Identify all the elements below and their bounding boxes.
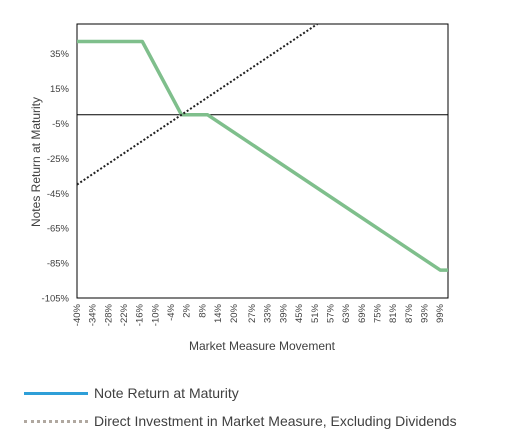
y-axis-title: Notes Return at Maturity [29, 97, 43, 227]
y-tick-label: 15% [50, 84, 70, 95]
x-tick-label: 45% [294, 303, 305, 323]
series-note-return-line [77, 39, 448, 272]
y-tick-label: -85% [47, 259, 70, 270]
x-tick-label: -4% [166, 303, 177, 320]
legend-item-direct-investment: Direct Investment in Market Measure, Exc… [24, 413, 457, 429]
x-tick-label: -22% [119, 303, 130, 326]
x-tick-label: 20% [229, 303, 240, 323]
legend-swatch-solid [24, 391, 88, 395]
series-direct-investment-line [77, 24, 318, 186]
legend-label-direct-investment: Direct Investment in Market Measure, Exc… [94, 413, 457, 429]
y-tick-labels: 35% 15% -5% -25% -45% -65% -85% -105% [42, 49, 70, 304]
x-tick-label: 81% [388, 303, 399, 323]
series-layer [77, 24, 448, 272]
legend-swatch-dotted [24, 419, 88, 423]
x-axis-title: Market Measure Movement [189, 339, 336, 353]
y-tick-label: -25% [47, 154, 70, 165]
x-tick-label: -28% [103, 303, 114, 326]
x-tick-label: 51% [310, 303, 321, 323]
x-tick-labels: -40% -34% -28% -22% -16% -10% -4% 2% 8% 14% 20% 27%… [72, 303, 446, 326]
y-tick-label: -105% [42, 294, 70, 305]
x-tick-label: -16% [135, 303, 146, 326]
x-tick-label: 75% [372, 303, 383, 323]
x-tick-label: 2% [182, 303, 193, 317]
y-tick-label: -45% [47, 189, 70, 200]
legend-label-note-return: Note Return at Maturity [94, 385, 239, 401]
y-tick-label: 35% [50, 49, 70, 60]
x-tick-label: 33% [263, 303, 274, 323]
x-tick-label: -10% [150, 303, 161, 326]
y-tick-label: -65% [47, 224, 70, 235]
y-tick-label: -5% [52, 119, 69, 130]
x-tick-label: 63% [341, 303, 352, 323]
x-tick-label: 39% [278, 303, 289, 323]
chart: -40% -34% -28% -22% -16% -10% -4% 2% 8% 14% 20% 27%… [29, 23, 449, 353]
x-tick-label: 57% [325, 303, 336, 323]
x-tick-label: -40% [72, 303, 83, 326]
x-tick-label: 69% [357, 303, 368, 323]
x-tick-label: -34% [88, 303, 99, 326]
x-tick-label: 99% [435, 303, 446, 323]
x-tick-label: 8% [197, 303, 208, 317]
x-tick-label: 27% [247, 303, 258, 323]
x-tick-label: 93% [419, 303, 430, 323]
x-tick-label: 14% [213, 303, 224, 323]
x-tick-label: 87% [404, 303, 415, 323]
legend-item-note-return: Note Return at Maturity [24, 385, 239, 401]
plot-area-frame [76, 23, 449, 299]
